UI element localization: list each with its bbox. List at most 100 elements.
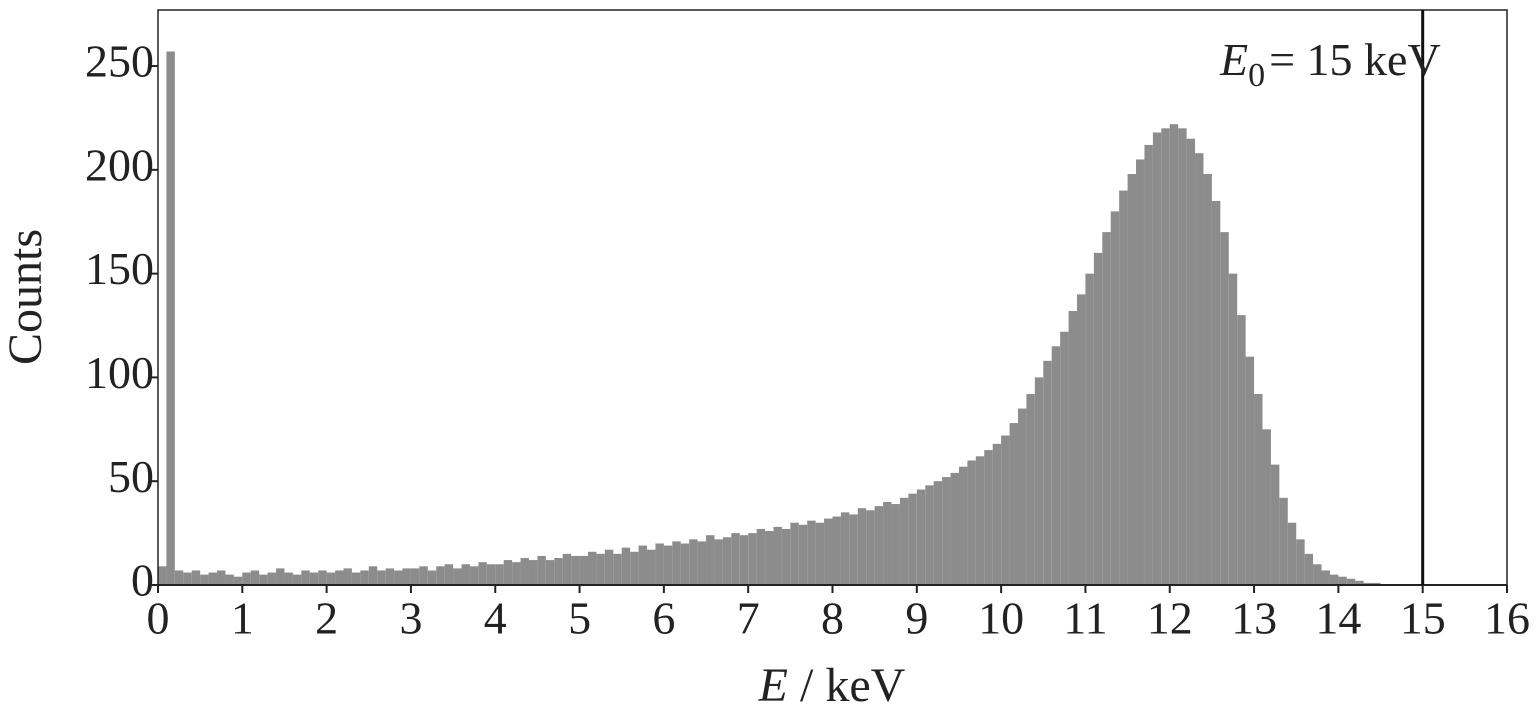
x-tick-label: 14 bbox=[1315, 593, 1361, 644]
histogram-bar bbox=[781, 528, 791, 585]
histogram-bar bbox=[638, 545, 648, 585]
histogram-bar bbox=[1329, 574, 1339, 585]
histogram-bar bbox=[478, 562, 487, 585]
histogram-bar bbox=[579, 555, 588, 585]
y-tick-label: 50 bbox=[108, 451, 154, 502]
histogram-bar bbox=[891, 504, 900, 585]
annotation-subscript: 0 bbox=[1248, 57, 1265, 94]
histogram-bar bbox=[427, 570, 437, 585]
histogram-bar bbox=[1085, 273, 1094, 585]
histogram-bar bbox=[166, 51, 175, 586]
histogram-bar bbox=[318, 570, 327, 585]
histogram-bar bbox=[1060, 331, 1069, 585]
histogram-bar bbox=[950, 472, 959, 585]
x-axis-symbol: E bbox=[758, 659, 788, 712]
histogram-bar bbox=[596, 553, 605, 585]
x-tick-label: 9 bbox=[905, 593, 928, 644]
histogram-bar bbox=[1161, 128, 1170, 586]
histogram-bar bbox=[191, 570, 201, 585]
histogram-bar bbox=[1211, 200, 1221, 585]
histogram-bar bbox=[1270, 464, 1280, 585]
histogram-bar bbox=[259, 574, 268, 585]
y-tick-label: 150 bbox=[85, 243, 154, 294]
histogram-bar bbox=[992, 443, 1002, 585]
histogram-bar bbox=[1178, 128, 1187, 586]
histogram-bar bbox=[680, 543, 690, 585]
histogram-bar bbox=[368, 566, 378, 585]
y-axis-label: Counts bbox=[0, 229, 52, 365]
y-tick-label: 250 bbox=[85, 36, 154, 87]
histogram-bar bbox=[1102, 232, 1111, 585]
histogram-bar bbox=[385, 568, 395, 585]
histogram-bar bbox=[1355, 580, 1364, 585]
histogram-bar bbox=[1313, 564, 1322, 585]
histogram-bar bbox=[1026, 394, 1035, 585]
histogram-bar bbox=[158, 566, 167, 585]
histogram-bar bbox=[276, 568, 285, 585]
histogram-bar bbox=[1152, 132, 1162, 585]
histogram-bar bbox=[461, 564, 470, 585]
histogram-bar bbox=[351, 572, 361, 585]
histogram-bar bbox=[874, 506, 884, 585]
histogram-bar bbox=[1077, 294, 1086, 585]
histogram-bar bbox=[722, 537, 732, 585]
histogram-bar bbox=[1009, 423, 1018, 585]
histogram-bar bbox=[1043, 360, 1052, 585]
histogram-bar bbox=[739, 535, 749, 585]
x-axis-label: E / keV bbox=[758, 659, 906, 712]
histogram-bar bbox=[562, 553, 572, 585]
plot-frame bbox=[157, 9, 1508, 586]
histogram-bar bbox=[933, 481, 943, 585]
x-tick-label: 6 bbox=[652, 593, 675, 644]
histogram-bar bbox=[1169, 124, 1179, 585]
histogram-bar bbox=[444, 564, 454, 585]
histogram-bar bbox=[1228, 273, 1238, 585]
histogram-bar bbox=[1296, 539, 1305, 585]
histogram-bar bbox=[706, 535, 715, 585]
histogram-bar bbox=[672, 541, 681, 585]
histogram-bar bbox=[309, 572, 319, 585]
histogram-bar bbox=[335, 570, 344, 585]
histogram-bar bbox=[1321, 570, 1330, 585]
histogram-bar bbox=[1262, 429, 1271, 585]
histogram-bar bbox=[233, 576, 243, 585]
histogram-bar bbox=[267, 572, 277, 585]
x-tick-label: 4 bbox=[484, 593, 507, 644]
histogram-bar bbox=[1287, 522, 1297, 585]
histogram-bar bbox=[402, 568, 411, 585]
histogram-bar bbox=[360, 570, 369, 585]
histogram-bar bbox=[571, 555, 580, 585]
histogram-bar bbox=[1363, 582, 1373, 585]
histogram-bar bbox=[975, 456, 985, 585]
histogram-bar bbox=[486, 564, 496, 585]
histogram-bar bbox=[1245, 356, 1255, 585]
histogram-bar bbox=[208, 572, 218, 585]
histogram-bar bbox=[1195, 153, 1204, 585]
histogram-bar bbox=[925, 485, 934, 585]
histogram-bar bbox=[655, 543, 664, 585]
x-tick-label: 8 bbox=[821, 593, 844, 644]
histogram-bar bbox=[866, 510, 875, 585]
histogram-bar bbox=[630, 551, 639, 585]
histogram-bar bbox=[554, 558, 563, 585]
x-tick-label: 15 bbox=[1400, 593, 1446, 644]
histogram-bar bbox=[1279, 497, 1288, 585]
histogram-bar bbox=[217, 570, 226, 585]
histogram-bar bbox=[1144, 144, 1153, 585]
histogram-bar bbox=[613, 553, 622, 585]
histogram-bar bbox=[495, 564, 504, 585]
histogram-bar bbox=[1017, 408, 1027, 585]
histogram-bar bbox=[714, 539, 723, 585]
histogram-bar bbox=[1127, 173, 1137, 585]
histogram-bar bbox=[1203, 173, 1212, 585]
histogram-bar bbox=[647, 549, 656, 585]
histogram-bar bbox=[377, 570, 386, 585]
annotation-text: = 15 keV bbox=[1269, 34, 1441, 85]
histogram-bar bbox=[528, 560, 538, 585]
histogram-bar bbox=[1346, 578, 1356, 585]
histogram-bar bbox=[537, 555, 546, 585]
histogram-bar bbox=[798, 524, 808, 585]
histogram-bar bbox=[984, 450, 993, 585]
histogram-bar bbox=[343, 568, 352, 585]
histogram-bar bbox=[326, 572, 336, 585]
